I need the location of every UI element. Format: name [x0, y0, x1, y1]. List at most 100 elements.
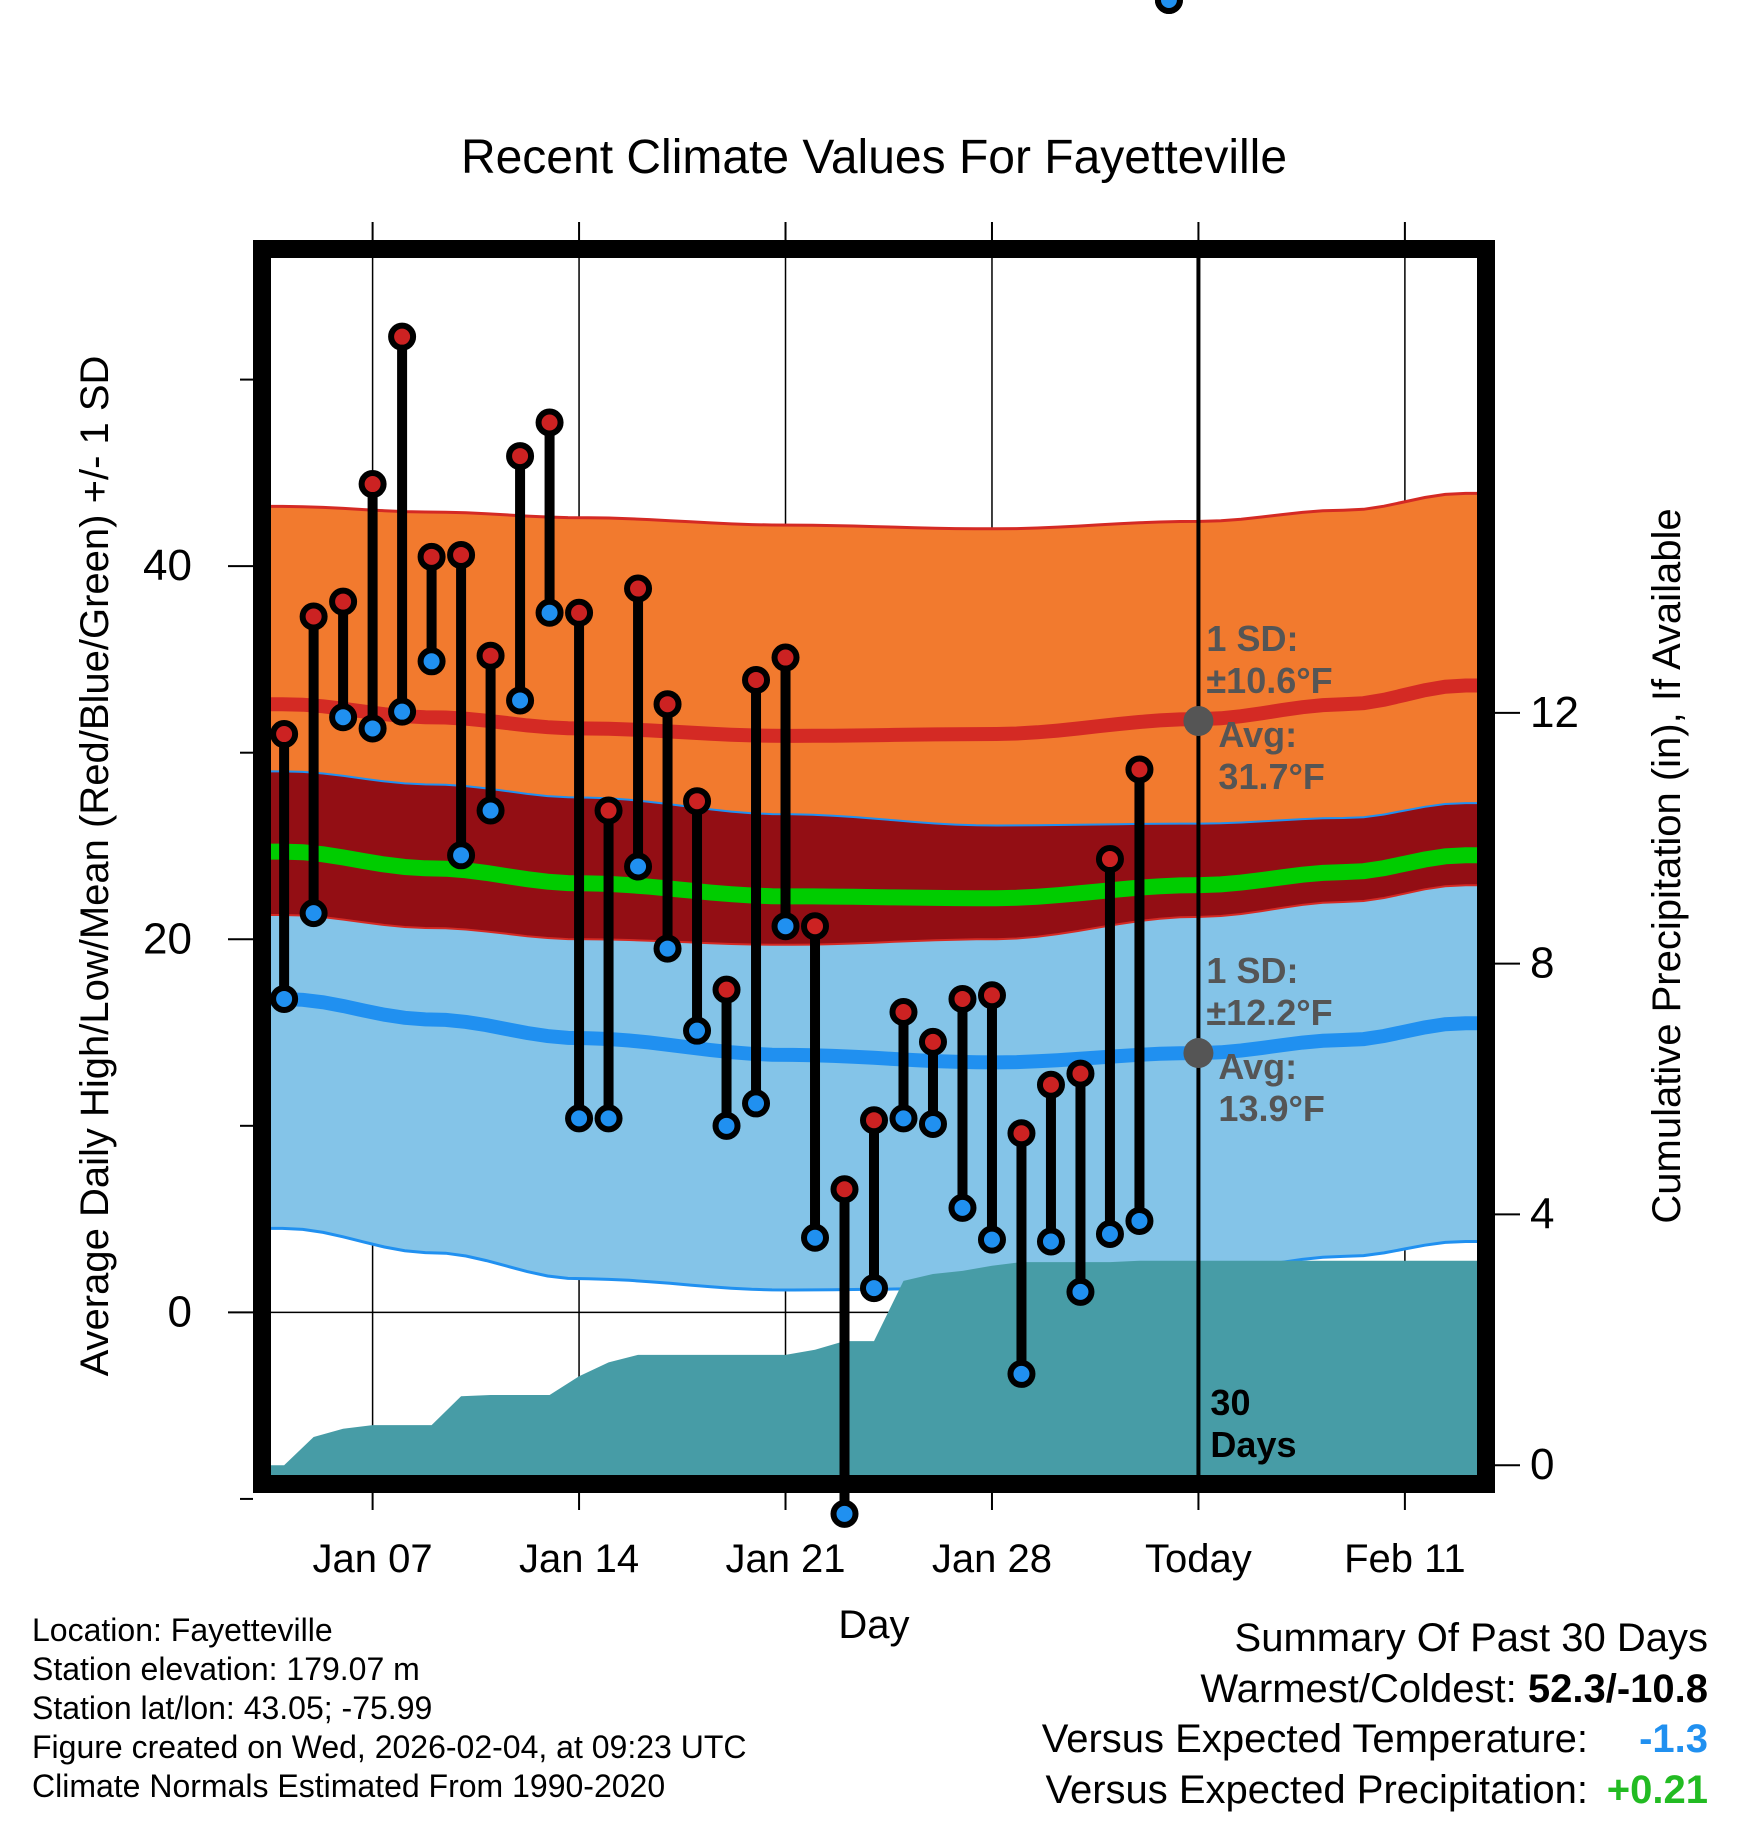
- info-latlon: Station lat/lon: 43.05; -75.99: [32, 1690, 433, 1726]
- info-created: Figure created on Wed, 2026-02-04, at 09…: [32, 1729, 747, 1765]
- daily-high-marker: [270, 720, 299, 749]
- daily-low-marker: [417, 647, 446, 676]
- daily-high-marker: [358, 470, 387, 499]
- x-axis-label: Day: [838, 1603, 909, 1647]
- y-axis-label: Average Daily High/Low/Mean (Red/Blue/Gr…: [73, 356, 117, 1377]
- low-sd-value: ±12.2°F: [1206, 992, 1332, 1033]
- low-avg-label: Avg:: [1218, 1046, 1297, 1087]
- y-tick-label: 20: [143, 914, 192, 963]
- daily-high-marker: [918, 1027, 947, 1056]
- daily-low-marker: [329, 703, 358, 732]
- daily-high-marker: [683, 787, 712, 816]
- daily-low-marker: [771, 912, 800, 941]
- daily-low-marker: [1154, 0, 1183, 14]
- daily-low-marker: [653, 934, 682, 963]
- high-avg-dot: [1183, 705, 1214, 736]
- daily-high-marker: [594, 796, 623, 825]
- x-tick-label: Jan 28: [932, 1537, 1052, 1581]
- high-upper-line: [262, 491, 1486, 531]
- precip-value: +0.21: [1606, 1768, 1708, 1812]
- temp-label: Versus Expected Temperature:: [1041, 1717, 1588, 1761]
- daily-high-marker: [476, 641, 505, 670]
- y-tick-label: 0: [168, 1287, 192, 1336]
- daily-high-marker: [889, 998, 918, 1027]
- daily-low-marker: [594, 1104, 623, 1133]
- daily-high-marker: [565, 598, 594, 627]
- daily-high-marker: [1036, 1070, 1065, 1099]
- y2-tick-label: 0: [1530, 1440, 1554, 1489]
- daily-low-marker: [565, 1104, 594, 1133]
- low-avg-dot: [1183, 1038, 1214, 1069]
- daily-low-marker: [1095, 1220, 1124, 1249]
- daily-high-marker: [860, 1106, 888, 1135]
- info-location: Location: Fayetteville: [32, 1612, 333, 1648]
- warm-cold-value: 52.3/-10.8: [1527, 1667, 1708, 1711]
- daily-low-marker: [624, 852, 653, 881]
- daily-low-marker: [918, 1109, 947, 1138]
- high-avg-value: 31.7°F: [1218, 756, 1324, 797]
- precip-area: [269, 1260, 1486, 1484]
- daily-high-marker: [1007, 1119, 1036, 1148]
- axes: Jan 07 Jan 14 Jan 21 Jan 28 Today Feb 1102040…: [143, 222, 1579, 1581]
- summary-title: Summary Of Past 30 Days: [1234, 1616, 1708, 1660]
- precip-fill: [269, 1260, 1486, 1484]
- temp-value: -1.3: [1639, 1717, 1708, 1761]
- daily-low-marker: [1066, 1277, 1095, 1306]
- window-label-unit: Days: [1210, 1424, 1296, 1465]
- daily-high-marker: [447, 540, 476, 569]
- high-sd-label: 1 SD:: [1206, 618, 1298, 659]
- daily-low-marker: [476, 796, 505, 825]
- daily-high-marker: [1095, 845, 1124, 874]
- daily-high-marker: [1066, 1059, 1095, 1088]
- summary-temp: Versus Expected Temperature: -1.3: [1042, 1717, 1708, 1762]
- normal-bands: [262, 491, 1486, 1292]
- low-sd-label: 1 SD:: [1206, 950, 1298, 991]
- daily-low-marker: [801, 1223, 830, 1252]
- summary-warm-cold: Warmest/Coldest: 52.3/-10.8: [1200, 1667, 1708, 1712]
- daily-low-marker: [535, 598, 564, 627]
- daily-low-marker: [447, 841, 476, 870]
- daily-low-marker: [270, 984, 299, 1013]
- warm-cold-label: Warmest/Coldest:: [1200, 1667, 1517, 1711]
- window-label-number: 30: [1210, 1382, 1250, 1423]
- daily-low-marker: [860, 1274, 888, 1303]
- daily-high-marker: [299, 602, 328, 631]
- daily-low-marker: [948, 1193, 977, 1222]
- daily-low-marker: [1036, 1227, 1065, 1256]
- daily-high-marker: [417, 542, 446, 571]
- daily-high-marker: [506, 442, 535, 471]
- normal-low-line: [262, 992, 1486, 1070]
- daily-high-marker: [742, 665, 771, 694]
- high-sd-value: ±10.6°F: [1206, 660, 1332, 701]
- daily-low-marker: [683, 1016, 712, 1045]
- x-tick-label: Feb 11: [1344, 1537, 1466, 1581]
- high-sd-band: [262, 493, 1486, 826]
- precip-label: Versus Expected Precipitation:: [1045, 1768, 1588, 1812]
- daily-high-marker: [329, 587, 358, 616]
- daily-low-marker: [1125, 1206, 1154, 1235]
- chart-title: Recent Climate Values For Fayetteville: [461, 131, 1287, 184]
- daily-high-marker: [771, 643, 800, 672]
- y2-axis-label: Cumulative Precipitation (in), If Availa…: [1645, 508, 1689, 1223]
- daily-high-marker: [948, 984, 977, 1013]
- daily-high-marker: [388, 322, 417, 351]
- daily-low-marker: [1007, 1359, 1036, 1388]
- daily-high-marker: [977, 981, 1006, 1010]
- y-tick-label: 40: [143, 541, 192, 590]
- normal-mean-line: [262, 843, 1486, 907]
- daily-low-marker: [889, 1104, 918, 1133]
- daily-range-bars: [270, 0, 1183, 1528]
- daily-high-marker: [830, 1175, 859, 1204]
- y2-tick-label: 12: [1530, 688, 1579, 737]
- daily-high-marker: [535, 408, 564, 437]
- daily-low-marker: [358, 714, 387, 743]
- y2-tick-label: 8: [1530, 939, 1554, 988]
- daily-high-marker: [801, 912, 830, 941]
- x-tick-label: Jan 21: [725, 1537, 845, 1581]
- plot-frame: [253, 240, 1495, 1493]
- daily-low-marker: [299, 899, 328, 928]
- daily-low-marker: [506, 686, 535, 715]
- high-avg-label: Avg:: [1218, 714, 1297, 755]
- overlap-band: [262, 771, 1486, 945]
